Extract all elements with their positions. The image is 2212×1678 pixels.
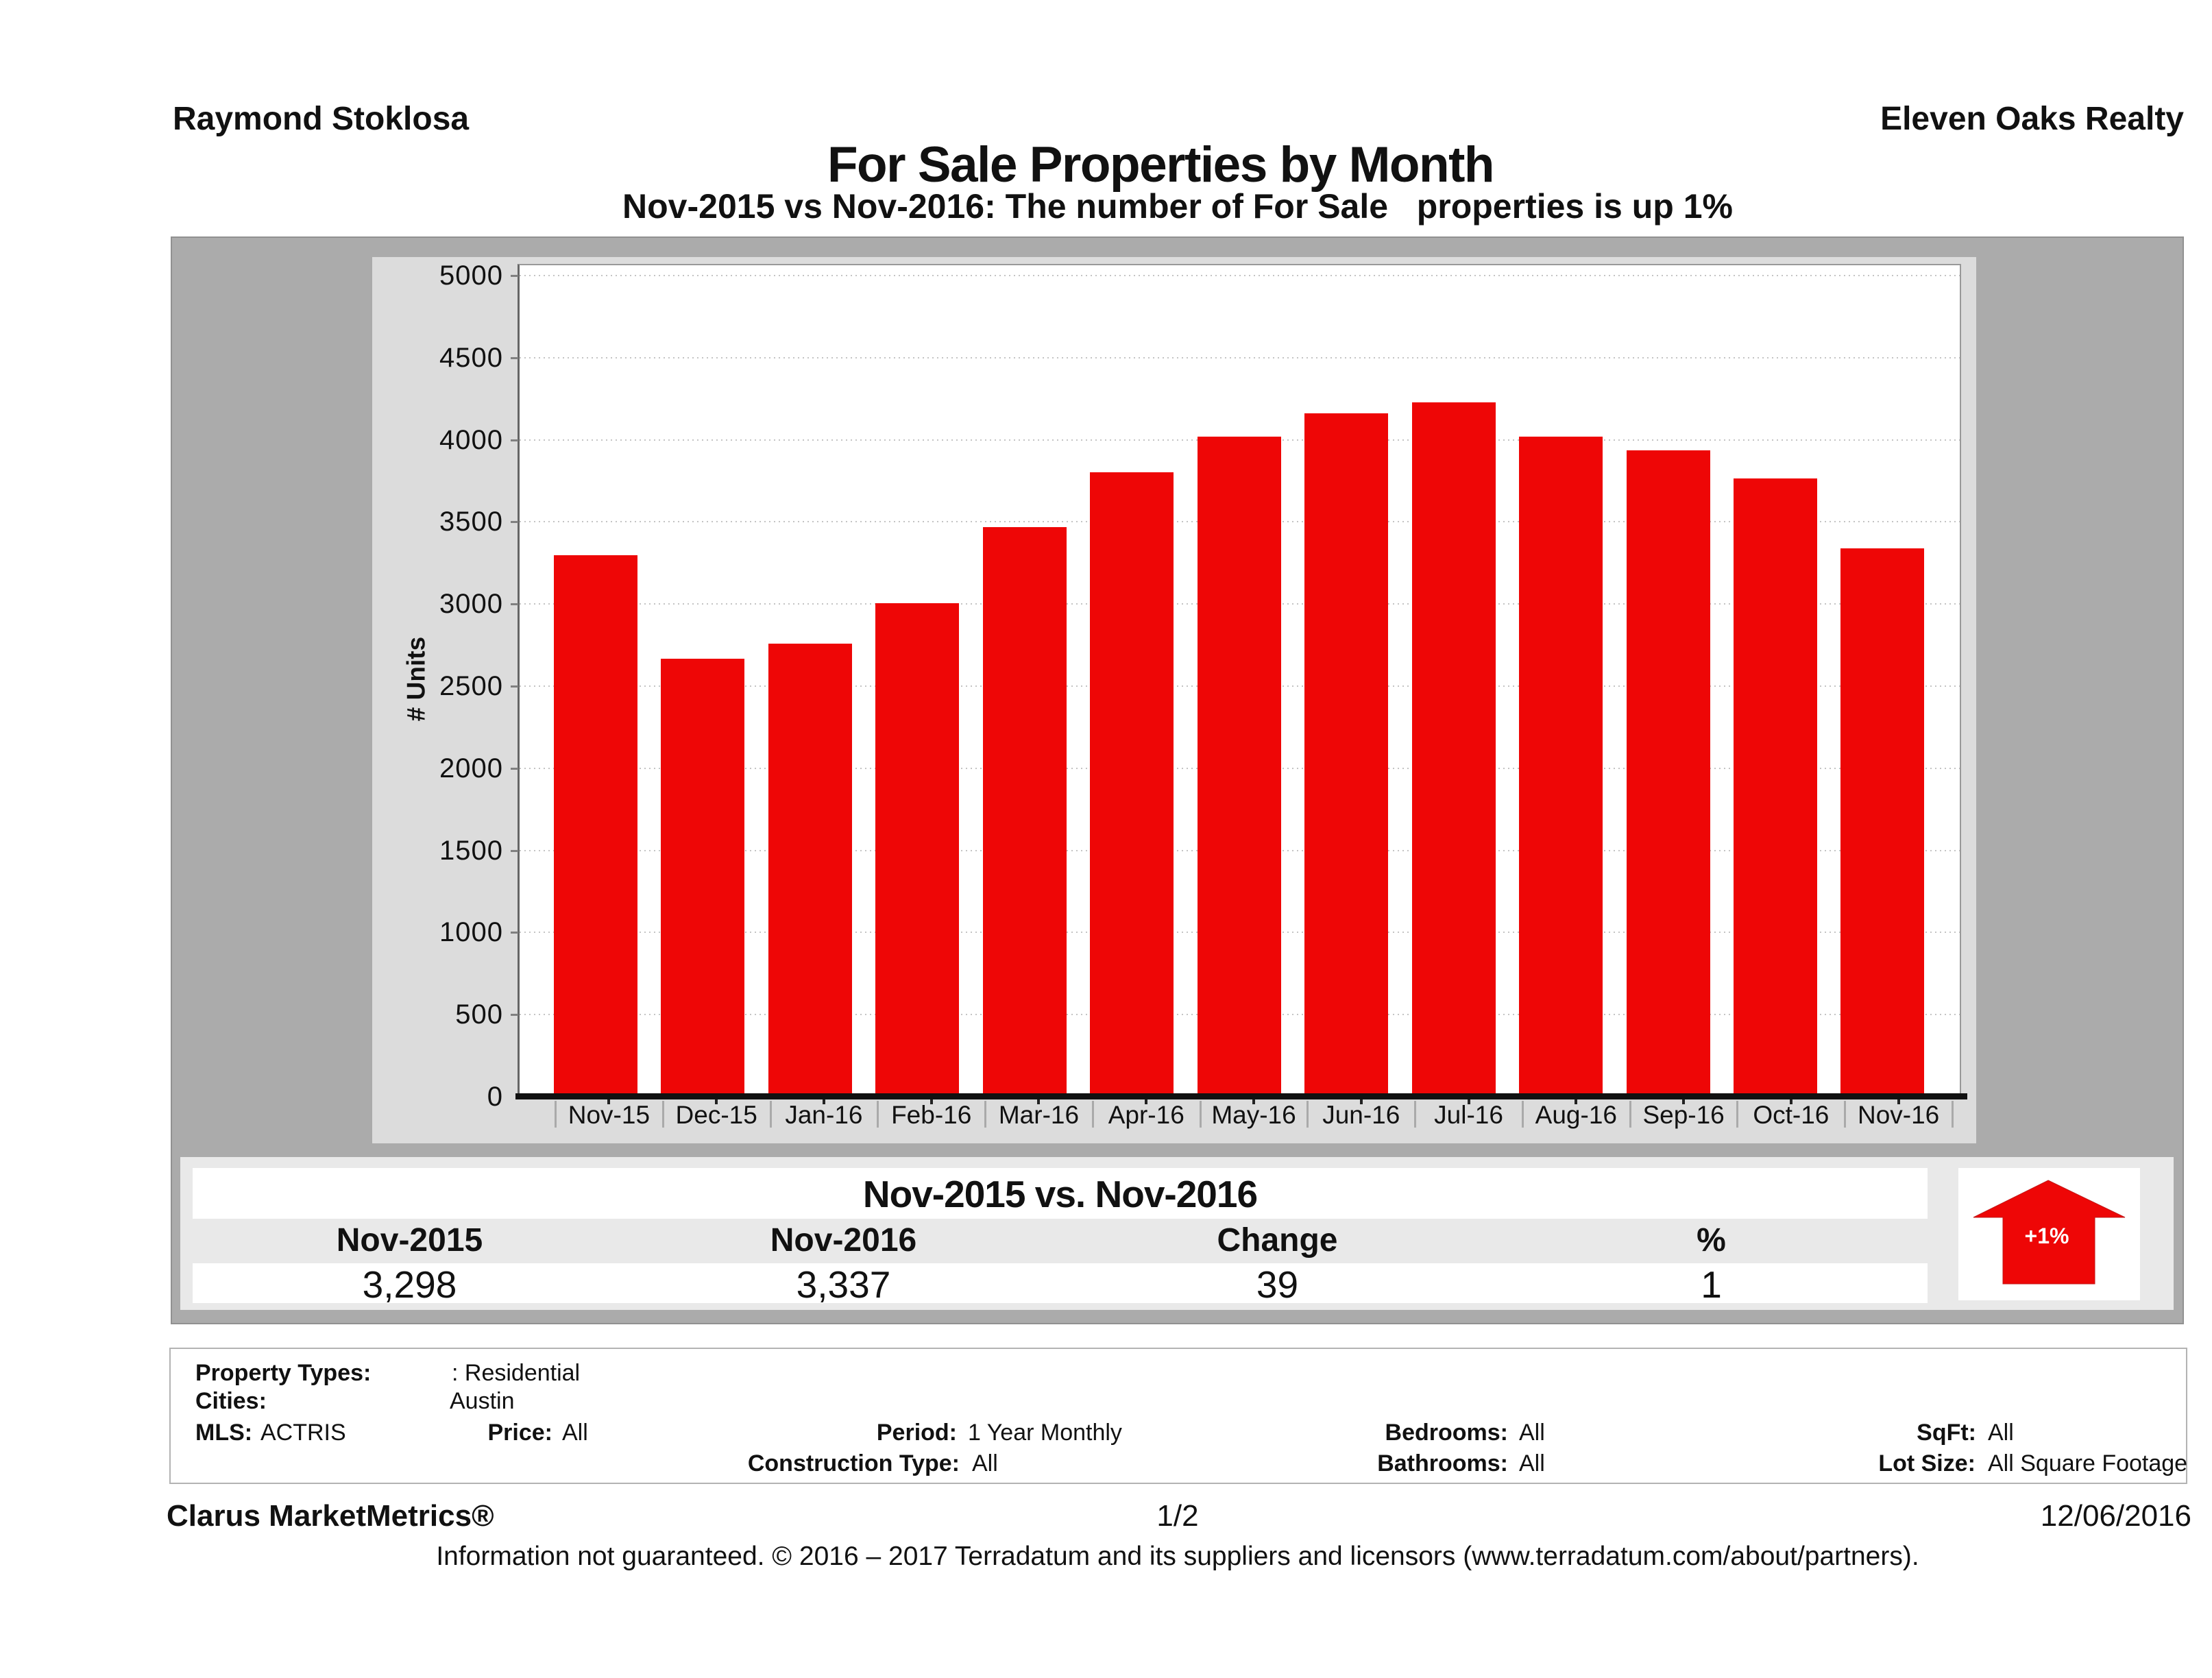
svg-text:+1%: +1% [2025,1224,2069,1248]
